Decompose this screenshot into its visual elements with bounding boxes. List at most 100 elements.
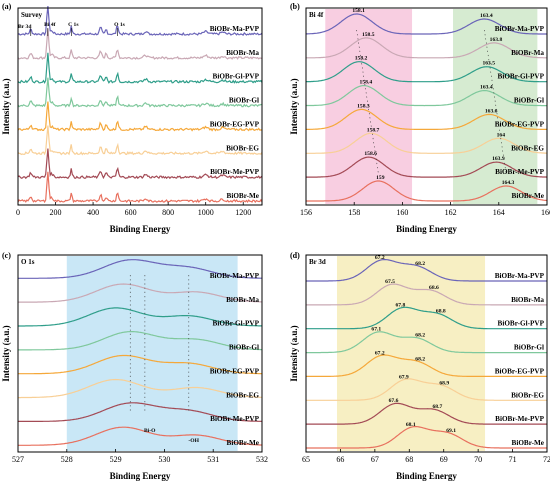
series-line-BiOBr-Gl xyxy=(306,85,547,107)
peak-annotation: -OH xyxy=(188,438,199,444)
plot-frame xyxy=(17,7,263,206)
series-label: BiOBr-EG-PVP xyxy=(495,367,545,375)
panel-title: O 1s xyxy=(21,258,35,266)
x-tick-label: 528 xyxy=(61,455,73,464)
x-tick-label: 527 xyxy=(12,455,24,464)
series-label: BiOBr-Gl xyxy=(229,97,259,105)
peak-value-label: 68.2 xyxy=(415,261,425,267)
series-line-BiOBr-EG xyxy=(306,132,548,154)
series-line-BiOBr-Gl-PVP xyxy=(18,307,262,327)
x-axis-label: Binding Energy xyxy=(110,224,171,234)
panel-title: Survey xyxy=(21,11,43,19)
peak-value-label: 164.3 xyxy=(502,180,515,186)
series-line-BiOBr-EG-PVP xyxy=(17,101,263,132)
panel-b: BiOBr-Ma-PVP 158.1 163.4 BiOBr-Ma 158.5 163.8… xyxy=(289,2,550,234)
series-label: BiOBr-Gl-PVP xyxy=(213,320,260,328)
x-tick-label: 67 xyxy=(371,455,379,464)
series-line-BiOBr-Ma-PVP xyxy=(306,259,547,282)
series-label: BiOBr-EG-PVP xyxy=(495,120,545,128)
x-tick-label: 65 xyxy=(302,455,310,464)
peak-value-label: 67.2 xyxy=(375,255,385,261)
series-label: BiOBr-EG xyxy=(226,391,259,399)
x-tick-label: 164 xyxy=(493,208,505,217)
series-label: BiOBr-Ma-PVP xyxy=(210,272,260,280)
peak-value-label: 67.6 xyxy=(389,398,399,404)
series-line-BiOBr-Me xyxy=(18,426,262,446)
series-line-BiOBr-Ma xyxy=(306,283,547,306)
panel-letter: (a) xyxy=(2,2,12,11)
series-line-BiOBr-Ma xyxy=(17,28,263,60)
series-label: BiOBr-Ma-PVP xyxy=(210,25,260,33)
peak-value-label: 158.2 xyxy=(355,56,368,62)
x-axis-label: Binding Energy xyxy=(396,224,457,234)
highlight-band xyxy=(66,256,238,451)
series-line-BiOBr-EG xyxy=(17,125,263,156)
survey-peak-label: Bi 4f xyxy=(44,22,55,28)
x-tick-label: 68 xyxy=(405,455,413,464)
series-label: BiOBr-Gl-PVP xyxy=(498,320,545,328)
peak-value-label: 158.5 xyxy=(362,32,375,38)
peak-value-label: 69.1 xyxy=(446,428,456,434)
series-label: BiOBr-Gl xyxy=(229,344,259,352)
y-axis-label: Intensity (a.u.) xyxy=(289,325,299,381)
series-label: BiOBr-Gl xyxy=(514,97,544,105)
series-line-BiOBr-EG-PVP xyxy=(18,354,262,375)
panel-title: Br 3d xyxy=(309,258,326,266)
series-label: BiOBr-Me xyxy=(227,439,259,447)
x-tick-label: 156 xyxy=(300,208,312,217)
x-tick-label: 530 xyxy=(158,455,170,464)
x-tick-label: 70 xyxy=(474,455,482,464)
series-label: BiOBr-EG xyxy=(511,391,544,399)
panel-a: BiOBr-Ma-PVP BiOBr-Ma BiOBr-Gl-PVP BiOBr-Gl… xyxy=(1,2,263,234)
series-line-BiOBr-Me-PVP xyxy=(306,402,547,425)
series-line-BiOBr-Me-PVP xyxy=(17,148,263,180)
panel-letter: (d) xyxy=(290,251,300,260)
peak-value-label: 158.7 xyxy=(367,127,380,133)
x-tick-label: 0 xyxy=(16,208,20,217)
x-tick-label: 1200 xyxy=(235,208,251,217)
x-tick-label: 532 xyxy=(256,455,268,464)
peak-value-label: 158.4 xyxy=(360,80,373,86)
x-tick-label: 158 xyxy=(348,208,360,217)
series-line-BiOBr-EG-PVP xyxy=(306,354,547,377)
peak-value-label: 68.7 xyxy=(432,404,442,410)
x-axis-label: Binding Energy xyxy=(110,471,171,481)
guide-dotted-line xyxy=(356,29,379,174)
peak-value-label: 68.8 xyxy=(436,309,446,315)
series-line-BiOBr-Ma-PVP xyxy=(18,259,262,279)
series-label: BiOBr-Me xyxy=(227,192,259,200)
peak-value-label: 68.2 xyxy=(415,356,425,362)
plot-frame xyxy=(17,254,263,453)
peak-value-label: 159 xyxy=(376,175,385,181)
peak-value-label: 68.9 xyxy=(439,380,449,386)
series-line-BiOBr-Ma xyxy=(18,283,262,303)
panel-c: BiOBr-Ma-PVP BiOBr-Ma BiOBr-Gl-PVP BiOBr-Gl… xyxy=(1,251,268,481)
series-label: BiOBr-Gl-PVP xyxy=(213,73,260,81)
series-label: BiOBr-Ma xyxy=(226,296,259,304)
series-line-BiOBr-EG-PVP xyxy=(306,108,547,130)
peak-value-label: 67.9 xyxy=(399,374,409,380)
peak-value-label: 158.1 xyxy=(352,8,365,14)
panel-d: BiOBr-Ma-PVP 67.2 68.2 BiOBr-Ma 67.5 68.6 BiOB… xyxy=(289,251,550,481)
panel-letter: (b) xyxy=(290,2,300,11)
series-label: BiOBr-EG-PVP xyxy=(210,367,260,375)
peak-value-label: 67.8 xyxy=(396,303,406,309)
series-line-BiOBr-EG xyxy=(18,378,262,399)
x-tick-label: 69 xyxy=(440,455,448,464)
survey-peak-label: O 1s xyxy=(114,22,126,28)
series-line-BiOBr-Gl xyxy=(17,77,263,108)
y-axis-label: Intensity (a.u.) xyxy=(289,78,299,134)
x-tick-label: 66 xyxy=(336,455,344,464)
series-line-BiOBr-Me xyxy=(306,426,547,449)
series-line-BiOBr-Me-PVP xyxy=(18,402,262,422)
peak-value-label: 67.1 xyxy=(371,327,381,333)
series-label: BiOBr-Ma-PVP xyxy=(495,25,545,33)
plot-frame xyxy=(305,254,548,453)
y-axis-label: Intensity (a.u.) xyxy=(1,78,11,134)
survey-peak-label: C 1s xyxy=(68,22,79,28)
series-line-BiOBr-Me xyxy=(17,171,263,204)
series-label: BiOBr-Ma-PVP xyxy=(495,272,545,280)
series-label: BiOBr-Me-PVP xyxy=(210,415,259,423)
series-line-BiOBr-Ma xyxy=(306,37,547,59)
x-tick-label: 1000 xyxy=(198,208,214,217)
